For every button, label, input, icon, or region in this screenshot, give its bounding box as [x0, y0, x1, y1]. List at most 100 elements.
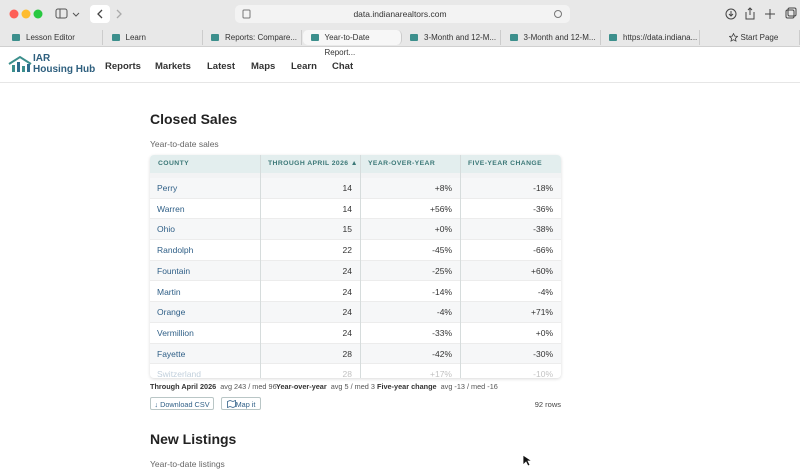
cell-value: -33%	[432, 327, 452, 338]
stat-label: Five-year change	[377, 382, 437, 391]
cell-value: +56%	[430, 203, 452, 214]
cell-value: +17%	[430, 369, 452, 378]
cell-value: 14	[342, 183, 352, 193]
county-link[interactable]: Randolph	[157, 245, 194, 256]
logo-bottom: Housing Hub	[33, 64, 96, 75]
county-link[interactable]: Switzerland	[157, 369, 201, 378]
cell-value: +0%	[535, 327, 553, 338]
table-header	[150, 155, 561, 173]
nav-link[interactable]: Learn	[291, 61, 317, 72]
table-row: Martin 24 -14% -4%	[150, 281, 561, 303]
logo-top: IAR	[33, 53, 51, 64]
county-link[interactable]: Fountain	[157, 265, 191, 276]
county-link[interactable]: Vermillion	[157, 327, 194, 338]
county-link[interactable]: Fayette	[157, 348, 186, 359]
url[interactable]: data.indianarealtors.com	[353, 9, 447, 19]
cell-value: +60%	[531, 265, 553, 276]
stat-label: Year-over-year	[276, 382, 327, 391]
cell-value: -10%	[533, 369, 553, 378]
column-header: FIVE-YEAR CHANGE	[468, 160, 542, 167]
map-icon	[227, 400, 236, 408]
tab[interactable]: 3-Month and 12-M...	[402, 30, 501, 45]
table-row: Perry 14 +8% -18%	[150, 178, 561, 199]
cell-value: -4%	[537, 286, 553, 297]
table-row: Warren 14 +56% -36%	[150, 198, 561, 220]
section-subtitle: Year-to-date sales	[150, 139, 219, 149]
nav-link[interactable]: Markets	[155, 61, 191, 72]
column-divider	[260, 155, 261, 378]
table: COUNTY THROUGH APRIL 2026 ▲ YEAR-OVER-YEAR…	[150, 155, 561, 378]
nav-link[interactable]: Latest	[207, 61, 235, 72]
stat-label: Through April 2026	[150, 382, 217, 391]
nav-link[interactable]: Chat	[332, 61, 354, 72]
tab-favicon	[12, 34, 20, 41]
star-icon	[729, 33, 738, 42]
cell-value: +8%	[434, 183, 452, 193]
nav-bar	[0, 47, 800, 83]
tab[interactable]: Reports: Compare...	[203, 30, 302, 45]
button[interactable]: ↓ Download CSV	[150, 397, 214, 410]
cell-value: -66%	[533, 245, 553, 256]
cell-value: 24	[342, 327, 352, 338]
cell-value: -4%	[436, 307, 452, 318]
stat-value: avg -13 / med -16	[440, 382, 498, 391]
cell-value: -42%	[432, 348, 452, 359]
tab[interactable]: Lesson Editor	[4, 30, 103, 45]
tab-favicon	[111, 34, 120, 41]
cell-value: -38%	[533, 224, 553, 235]
cell-value: 24	[342, 265, 352, 276]
toolbar-icons	[9, 5, 797, 23]
county-link[interactable]: Martin	[157, 286, 181, 297]
cell-value: -14%	[432, 286, 452, 297]
cell-value: -18%	[533, 183, 553, 193]
county-link[interactable]: Perry	[157, 183, 178, 193]
table-row: Randolph 22 -45% -66%	[150, 240, 561, 261]
column-divider	[460, 155, 461, 378]
tab-favicon	[410, 34, 418, 41]
cell-value: 24	[342, 286, 352, 297]
row-count: 92 rows	[534, 400, 561, 409]
tab[interactable]: 3-Month and 12-M...	[502, 30, 601, 45]
column-divider	[360, 155, 361, 378]
tab-favicon	[609, 34, 617, 41]
column-header: COUNTY	[158, 160, 190, 167]
table-row: Vermillion 24 -33% +0%	[150, 322, 561, 344]
cell-value: -30%	[533, 348, 553, 359]
tab-favicon	[211, 34, 219, 41]
table-row: Fayette 28 -42% -30%	[150, 343, 561, 365]
table-row: Orange 24 -4% +71%	[150, 302, 561, 323]
tab[interactable]: Year-to-Date Report...	[302, 30, 402, 57]
cursor	[522, 454, 532, 467]
nav-link[interactable]: Maps	[251, 61, 276, 72]
cell-value: 28	[342, 369, 352, 378]
tab[interactable]: Learn	[104, 30, 203, 45]
county-link[interactable]: Ohio	[157, 224, 175, 235]
county-link[interactable]: Warren	[157, 203, 185, 214]
column-header: THROUGH APRIL 2026 ▲	[268, 160, 358, 167]
next-title: New Listings	[150, 431, 237, 447]
table-row: Fountain 24 -25% +60%	[150, 260, 561, 282]
stat-value: avg 5 / med 3	[330, 382, 375, 391]
column-header: YEAR-OVER-YEAR	[368, 160, 436, 167]
cell-value: 14	[342, 203, 352, 214]
tab[interactable]: Start Page	[701, 30, 800, 45]
next-subtitle: Year-to-date listings	[150, 459, 225, 469]
cell-value: 28	[342, 348, 352, 359]
table-row: Switzerland 28 +17% -10%	[150, 364, 561, 378]
stat-value: avg 243 / med 96	[220, 382, 277, 391]
table-row: Ohio 15 +0% -38%	[150, 219, 561, 241]
nav-link[interactable]: Reports	[105, 61, 141, 72]
table-body: COUNTY THROUGH APRIL 2026 ▲ YEAR-OVER-YEAR…	[150, 155, 561, 378]
header-gap	[150, 173, 561, 178]
tab[interactable]: https://data.indiana...	[601, 30, 700, 45]
cell-value: -25%	[432, 265, 452, 276]
cell-value: 22	[342, 245, 352, 256]
logo-icon	[8, 55, 32, 72]
county-link[interactable]: Orange	[157, 307, 186, 318]
tab-favicon	[310, 34, 319, 41]
button[interactable]: Map it	[221, 397, 261, 410]
cell-value: +0%	[434, 224, 452, 235]
cell-value: 15	[342, 224, 352, 235]
cell-value: -36%	[533, 203, 553, 214]
